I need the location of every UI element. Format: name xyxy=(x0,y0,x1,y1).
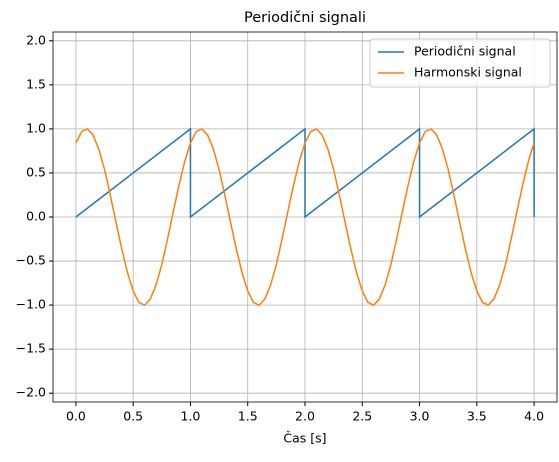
x-tick-label: 4.0 xyxy=(524,409,544,424)
x-tick-label: 1.5 xyxy=(238,409,258,424)
x-tick-label: 3.0 xyxy=(410,409,430,424)
y-tick-label: −1.5 xyxy=(16,341,46,356)
plot-frame xyxy=(52,31,558,403)
y-tick-label: −2.0 xyxy=(16,385,46,400)
y-tick-label: −1.0 xyxy=(16,297,46,312)
y-tick-label: 1.5 xyxy=(26,76,46,91)
x-tick-label: 1.0 xyxy=(181,409,201,424)
y-tick-label: 2.0 xyxy=(26,32,46,47)
y-tick-label: 1.0 xyxy=(26,120,46,135)
y-tick-label: −0.5 xyxy=(16,253,46,268)
y-tick-label: 0.0 xyxy=(26,209,46,224)
y-tick-label: 0.5 xyxy=(26,164,46,179)
legend-box xyxy=(369,38,551,88)
series-line xyxy=(75,127,535,219)
legend-label: Periodični signal xyxy=(414,44,516,59)
x-tick-label: 3.5 xyxy=(467,409,487,424)
x-tick-label: 2.5 xyxy=(352,409,372,424)
x-tick-label: 0.0 xyxy=(66,409,86,424)
x-axis-label: Čas [s] xyxy=(283,431,326,446)
legend-label: Harmonski signal xyxy=(414,65,522,80)
chart-title: Periodični signali xyxy=(244,10,366,26)
series-line xyxy=(75,127,535,307)
x-tick-label: 0.5 xyxy=(123,409,143,424)
legend: Periodični signal Harmonski signal xyxy=(369,38,551,88)
x-tick-label: 2.0 xyxy=(295,409,315,424)
